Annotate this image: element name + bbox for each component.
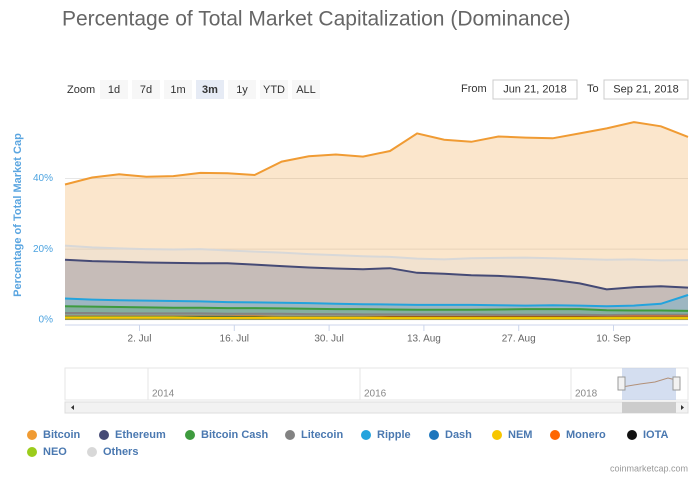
zoom-button[interactable]: [228, 80, 256, 99]
area-line: [64, 121, 689, 186]
y-tick-label: 0%: [39, 314, 54, 325]
scrollbar-thumb[interactable]: [622, 402, 676, 413]
credit: coinmarketcap.com: [610, 463, 688, 473]
zoom-button[interactable]: [100, 80, 128, 99]
navigator-label: 2016: [364, 389, 387, 400]
zoom-button-label[interactable]: 1y: [236, 84, 248, 96]
area-line: [65, 316, 688, 320]
zoom-button-label[interactable]: YTD: [263, 84, 285, 96]
chart-title: Percentage of Total Market Capitalizatio…: [62, 8, 571, 31]
legend-marker[interactable]: [285, 430, 295, 440]
from-input[interactable]: [492, 79, 578, 100]
legend-marker[interactable]: [27, 447, 37, 457]
y-axis-title: Percentage of Total Market Cap: [12, 133, 24, 297]
zoom-button[interactable]: [164, 80, 192, 99]
zoom-button[interactable]: [292, 80, 320, 99]
legend-label[interactable]: Ethereum: [115, 429, 166, 441]
legend-marker[interactable]: [429, 430, 439, 440]
legend-label[interactable]: NEO: [43, 446, 67, 458]
navigator-handle[interactable]: [617, 376, 626, 391]
legend-marker[interactable]: [361, 430, 371, 440]
zoom-button-label[interactable]: 7d: [140, 84, 152, 96]
area-line: [64, 294, 689, 308]
zoom-button-label[interactable]: ALL: [296, 84, 316, 96]
navigator-series: [621, 377, 677, 388]
to-label: To: [587, 83, 599, 95]
from-value[interactable]: Jun 21, 2018: [503, 83, 567, 95]
zoom-label: Zoom: [67, 84, 95, 96]
legend-label[interactable]: Dash: [445, 429, 472, 441]
legend-label[interactable]: Litecoin: [301, 429, 343, 441]
scroll-left[interactable]: [71, 405, 74, 410]
zoom-button[interactable]: [260, 80, 288, 99]
zoom-button[interactable]: [132, 80, 160, 99]
x-tick-label: 10. Sep: [596, 334, 631, 345]
to-value[interactable]: Sep 21, 2018: [613, 83, 678, 95]
x-tick-label: 13. Aug: [407, 334, 441, 345]
zoom-button-label[interactable]: 1m: [170, 84, 185, 96]
y-tick-label: 20%: [33, 244, 53, 255]
navigator: [64, 367, 689, 401]
x-tick-label: 16. Jul: [220, 334, 249, 345]
navigator-handle[interactable]: [672, 376, 681, 391]
legend-label[interactable]: NEM: [508, 429, 532, 441]
legend-marker[interactable]: [627, 430, 637, 440]
legend-label[interactable]: Others: [103, 446, 138, 458]
plot-area: [64, 121, 689, 321]
legend-marker[interactable]: [99, 430, 109, 440]
area-line: [65, 312, 688, 317]
navigator-label: 2018: [575, 389, 598, 400]
x-tick-label: 30. Jul: [314, 334, 343, 345]
area-line: [64, 305, 689, 312]
legend-label[interactable]: Ripple: [377, 429, 411, 441]
legend-marker[interactable]: [87, 447, 97, 457]
from-label: From: [461, 83, 487, 95]
area-fill: [65, 122, 688, 320]
scroll-right[interactable]: [681, 405, 684, 410]
scrollbar[interactable]: [64, 401, 689, 414]
legend-label[interactable]: Monero: [566, 429, 606, 441]
to-input[interactable]: [603, 79, 689, 100]
zoom-button[interactable]: [196, 80, 224, 99]
legend-marker[interactable]: [185, 430, 195, 440]
area-line: [64, 244, 689, 262]
legend-marker[interactable]: [27, 430, 37, 440]
x-tick-label: 2. Jul: [128, 334, 152, 345]
legend-label[interactable]: Bitcoin: [43, 429, 81, 441]
legend-marker[interactable]: [550, 430, 560, 440]
area-line: [64, 258, 689, 291]
zoom-button-label[interactable]: 1d: [108, 84, 120, 96]
legend-marker[interactable]: [492, 430, 502, 440]
y-tick-label: 40%: [33, 173, 53, 184]
legend-label[interactable]: Bitcoin Cash: [201, 429, 269, 441]
legend-label[interactable]: IOTA: [643, 429, 669, 441]
navigator-selection[interactable]: [622, 368, 676, 400]
x-tick-label: 27. Aug: [502, 334, 536, 345]
zoom-button-label[interactable]: 3m: [202, 84, 218, 96]
navigator-label: 2014: [152, 389, 175, 400]
